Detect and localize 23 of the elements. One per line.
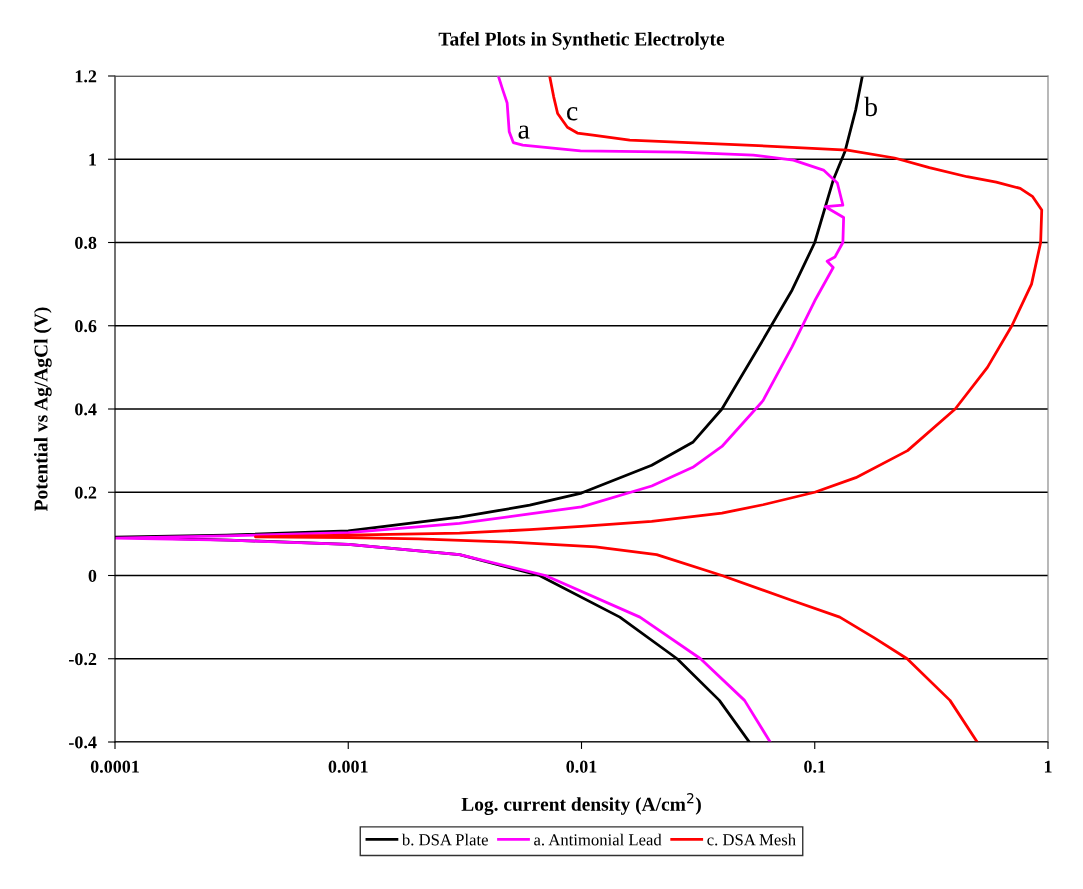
y-tick-label: 0.8	[75, 236, 97, 250]
legend-label: a. Antimonial Lead	[534, 833, 662, 846]
x-tick-label: 0.0001	[90, 760, 139, 773]
x-tick-label: 0.01	[566, 760, 597, 773]
y-tick-label: -0.2	[69, 653, 97, 666]
y-axis-title: Potential vs Ag/AgCl (V)	[33, 307, 52, 512]
x-axis-title: Log. current density (A/cm$^{2}$)	[461, 793, 701, 815]
x-tick-label: 1	[1044, 760, 1052, 773]
y-tick-label: -0.4	[69, 736, 97, 749]
y-tick-label: 0	[88, 569, 97, 582]
legend-label: c. DSA Mesh	[707, 833, 796, 846]
annotation: b	[864, 96, 877, 117]
annotation: c	[567, 107, 578, 121]
legend-label: b. DSA Plate	[401, 833, 488, 846]
x-tick-label: 0.1	[804, 760, 826, 773]
annotation: a	[518, 125, 530, 139]
y-tick-label: 0.2	[75, 486, 97, 499]
x-tick-label: 0.001	[328, 760, 368, 773]
chart-title: Tafel Plots in Synthetic Electrolyte	[438, 31, 725, 50]
y-tick-label: 0.4	[75, 403, 97, 416]
y-tick-label: 1.2	[75, 70, 97, 83]
y-tick-label: 1	[89, 153, 97, 166]
y-tick-label: 0.6	[75, 320, 97, 333]
